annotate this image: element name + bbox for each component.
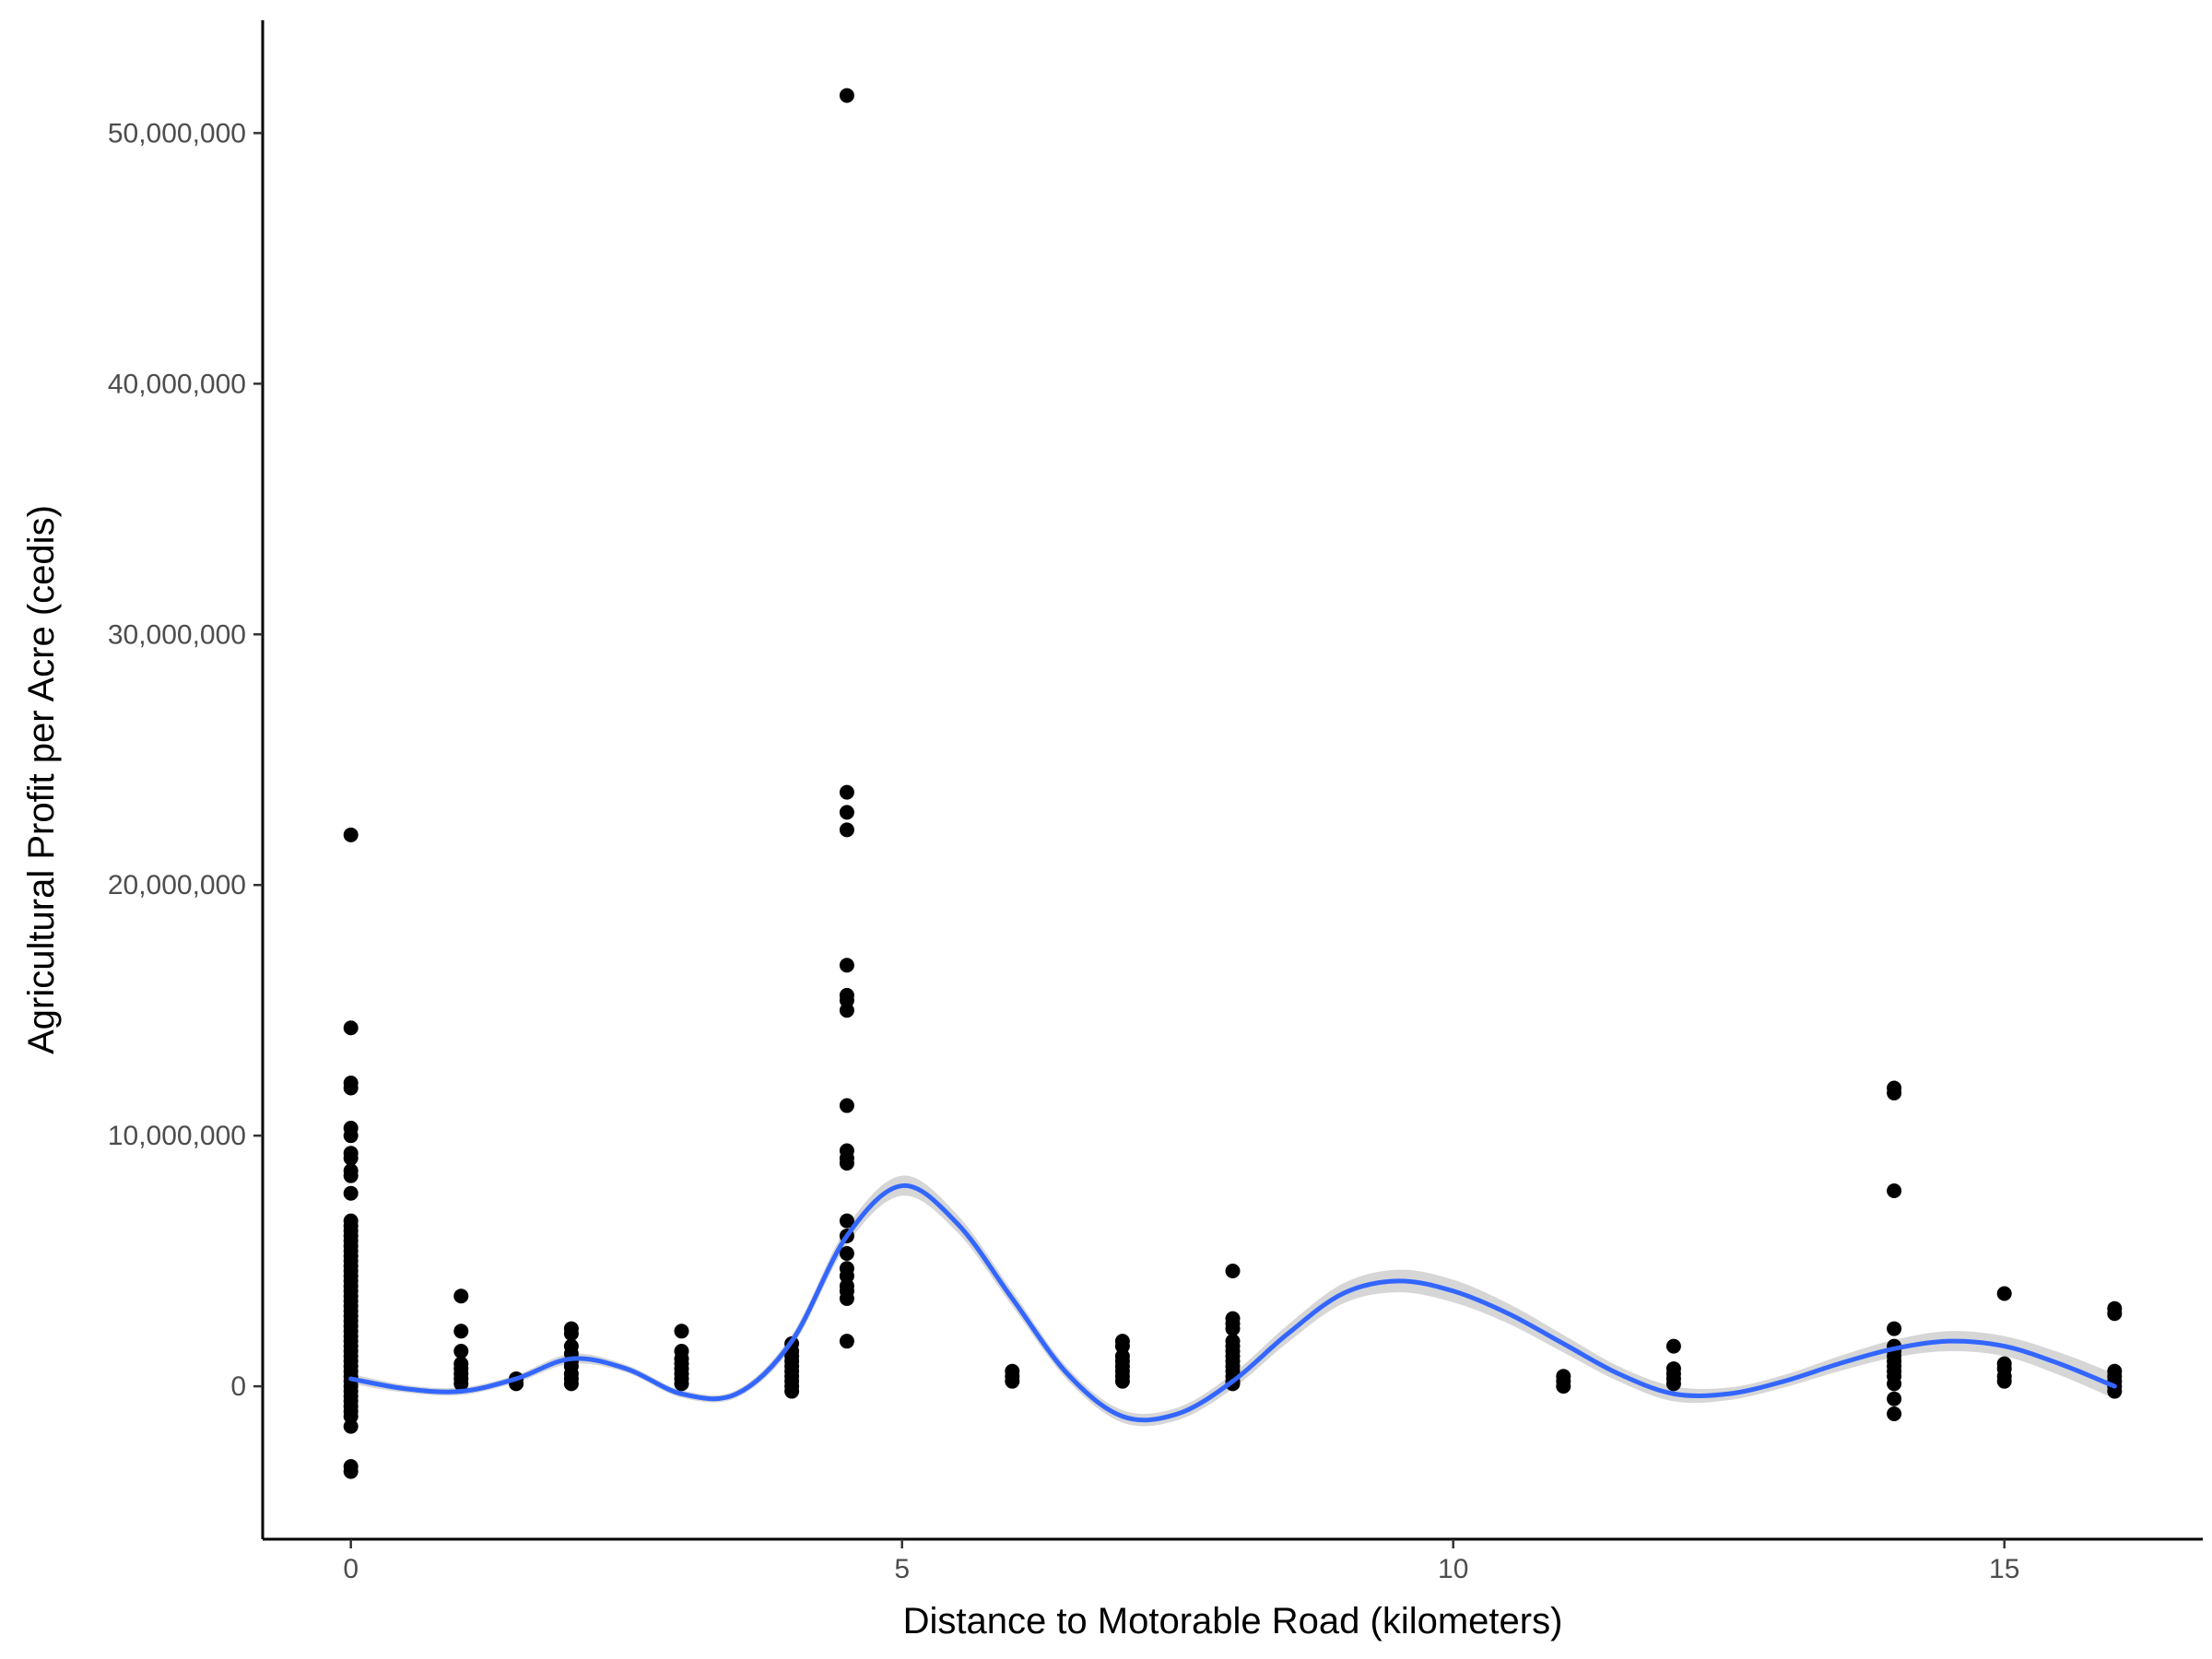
data-point (1996, 1373, 2012, 1389)
axes-layer (261, 20, 2203, 1541)
y-tick-label: 50,000,000 (108, 118, 246, 148)
ticks-layer: 0 5 10 15 0 10,000,000 20,000,000 30,000,000 40,… (108, 118, 2020, 1584)
data-point (1887, 1391, 1902, 1406)
data-point (1005, 1373, 1020, 1389)
data-point (343, 1080, 359, 1096)
data-point (343, 1150, 359, 1166)
data-point (1887, 1376, 1902, 1392)
smooth-line-layer (348, 1183, 2117, 1423)
data-point (343, 1464, 359, 1479)
data-point (839, 88, 854, 103)
x-axis-title: Distance to Motorable Road (kilometers) (903, 1601, 1563, 1641)
y-tick-label: 20,000,000 (108, 870, 246, 900)
data-point (453, 1324, 469, 1339)
data-point (1887, 1085, 1902, 1100)
data-point (839, 1213, 854, 1229)
data-point (343, 1128, 359, 1144)
data-point (1665, 1376, 1681, 1392)
data-point (453, 1344, 469, 1359)
data-point (1556, 1379, 1571, 1394)
data-point (784, 1383, 800, 1399)
data-point (1887, 1406, 1902, 1422)
data-point (343, 1168, 359, 1183)
data-point (453, 1288, 469, 1304)
y-tick-label: 30,000,000 (108, 619, 246, 650)
data-point (839, 1156, 854, 1171)
y-axis-title: Agricultural Profit per Acre (cedis) (21, 505, 62, 1054)
data-point (839, 1334, 854, 1349)
data-point (839, 805, 854, 820)
data-point (1887, 1321, 1902, 1336)
data-point (1225, 1321, 1241, 1336)
data-point (343, 1185, 359, 1201)
data-point (1225, 1264, 1241, 1279)
x-tick-label: 5 (894, 1554, 910, 1584)
smooth-trend-line (348, 1183, 2117, 1423)
data-point (839, 1245, 854, 1261)
data-point (2107, 1383, 2123, 1399)
data-point (563, 1376, 579, 1392)
data-point (674, 1324, 689, 1339)
x-tick-label: 10 (1438, 1554, 1468, 1584)
data-point (839, 1290, 854, 1306)
data-point (839, 958, 854, 973)
x-tick-label: 0 (343, 1554, 359, 1584)
data-point (1114, 1373, 1130, 1389)
data-point (343, 1418, 359, 1434)
data-point (674, 1376, 689, 1392)
data-point (1665, 1338, 1681, 1354)
data-point (839, 822, 854, 838)
data-point (453, 1376, 469, 1392)
data-point (839, 1098, 854, 1113)
data-point (1887, 1182, 1902, 1198)
x-tick-label: 15 (1989, 1554, 2019, 1584)
y-tick-label: 40,000,000 (108, 369, 246, 399)
data-point (1996, 1286, 2012, 1301)
data-point (343, 827, 359, 842)
y-tick-label: 10,000,000 (108, 1121, 246, 1151)
data-point (343, 1020, 359, 1036)
data-point (563, 1326, 579, 1342)
data-point (839, 784, 854, 800)
data-point (2107, 1306, 2123, 1322)
y-tick-label: 0 (230, 1371, 246, 1402)
data-point (839, 1003, 854, 1018)
